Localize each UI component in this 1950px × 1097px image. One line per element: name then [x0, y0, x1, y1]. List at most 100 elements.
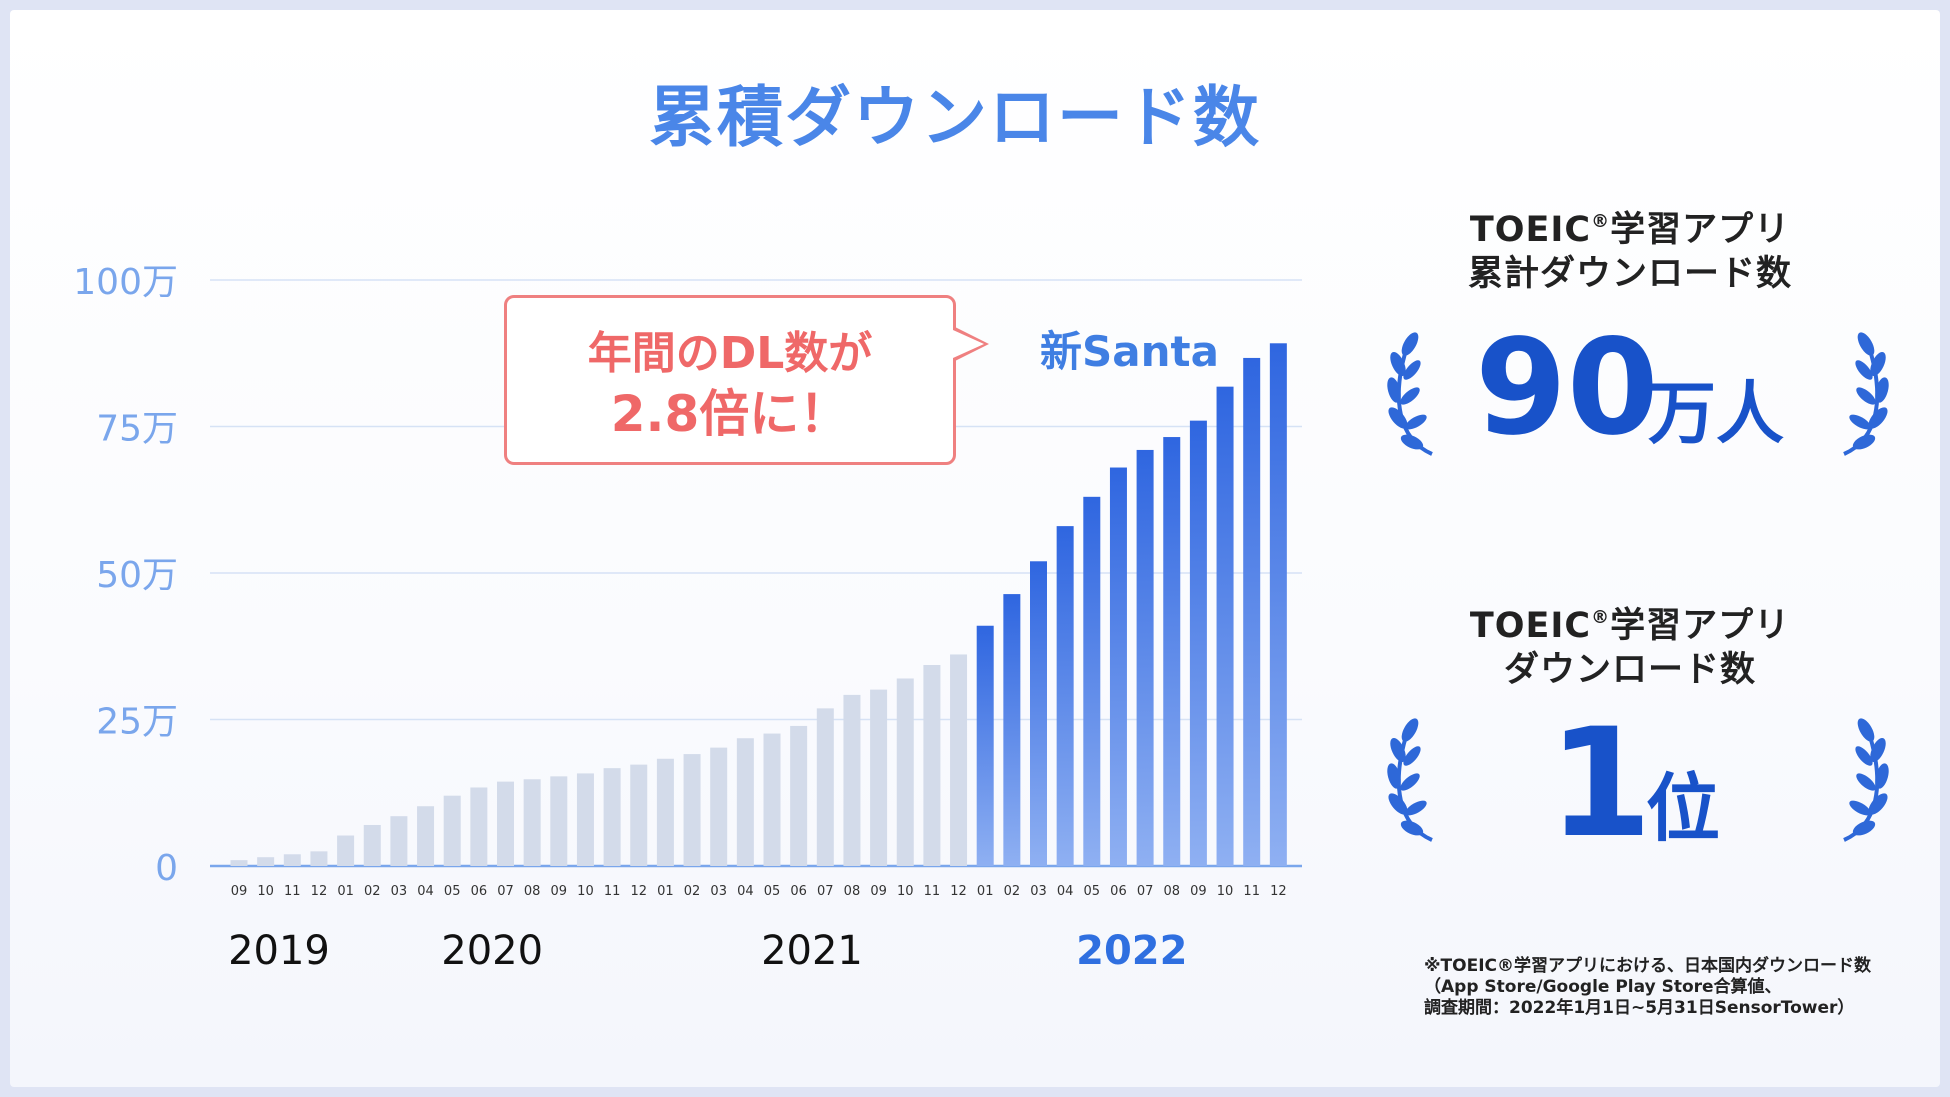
- x-tick-label: 06: [1110, 884, 1127, 899]
- stat2-reg-mark: ®: [1591, 607, 1611, 628]
- bar-new-santa: [976, 625, 994, 866]
- bar: [816, 708, 834, 866]
- x-tick-label: 03: [1030, 884, 1047, 899]
- x-tick-label: 08: [1163, 884, 1180, 899]
- stat1-app: 学習アプリ: [1610, 210, 1791, 250]
- bar: [310, 851, 328, 866]
- x-tick-label: 03: [710, 884, 727, 899]
- bar: [870, 689, 888, 866]
- x-tick-label: 07: [817, 884, 834, 899]
- x-tick-label: 04: [737, 884, 754, 899]
- bar: [603, 768, 621, 866]
- bar: [950, 654, 968, 866]
- bar: [337, 835, 355, 866]
- x-tick-label: 08: [524, 884, 541, 899]
- bar: [230, 860, 248, 866]
- footnote-line-3: 調査期間：2022年1月1日~5月31日SensorTower）: [1424, 998, 1855, 1018]
- x-tick-label: 02: [364, 884, 381, 899]
- bar: [630, 764, 648, 866]
- x-tick-label: 12: [1270, 884, 1287, 899]
- y-tick-label: 100万: [73, 262, 178, 303]
- x-tick-label: 05: [444, 884, 461, 899]
- stat1-value: 90: [1475, 311, 1659, 465]
- bar: [763, 733, 781, 866]
- x-tick-label: 11: [924, 884, 941, 899]
- bar: [497, 781, 514, 866]
- year-label: 2019: [228, 928, 330, 974]
- slide-background: [10, 10, 1940, 1087]
- footnote-line-2: （App Store/Google Play Store合算値、: [1424, 977, 1782, 997]
- stat1-brand: TOEIC: [1469, 210, 1592, 250]
- year-label: 2022: [1076, 928, 1187, 974]
- x-tick-label: 04: [417, 884, 434, 899]
- bar-new-santa: [1003, 594, 1021, 866]
- x-tick-label: 10: [897, 884, 914, 899]
- bar-new-santa: [1269, 343, 1287, 867]
- stat-heading-downloads: TOEIC®学習アプリ 累計ダウンロード数: [1420, 200, 1840, 296]
- footnote: ※TOEIC®学習アプリにおける、日本国内ダウンロード数 （App Store/…: [1424, 956, 1871, 1019]
- x-tick-label: 07: [497, 884, 514, 899]
- stat1-subtitle: 累計ダウンロード数: [1467, 254, 1792, 294]
- x-tick-label: 01: [977, 884, 994, 899]
- x-tick-label: 10: [1217, 884, 1234, 899]
- bar: [576, 773, 594, 866]
- x-tick-label: 11: [1243, 884, 1260, 899]
- x-tick-label: 11: [284, 884, 301, 899]
- bar-new-santa: [1163, 437, 1181, 866]
- x-tick-label: 12: [950, 884, 967, 899]
- bar-new-santa: [1083, 496, 1101, 866]
- bar: [390, 816, 408, 866]
- bar: [550, 776, 568, 866]
- bar: [523, 779, 541, 866]
- callout-line-1: 年間のDL数が: [587, 328, 873, 379]
- bar: [417, 806, 435, 866]
- x-tick-label: 06: [790, 884, 807, 899]
- bar-new-santa: [1216, 386, 1234, 866]
- bar: [283, 854, 301, 866]
- laurel-right-icon: [1843, 332, 1889, 456]
- bar: [257, 857, 275, 866]
- stat2-subtitle: ダウンロード数: [1503, 650, 1756, 690]
- stat-heading-rank: TOEIC®学習アプリ ダウンロード数: [1420, 596, 1840, 692]
- x-tick-label: 12: [311, 884, 328, 899]
- year-label: 2020: [441, 928, 543, 974]
- stat1-reg-mark: ®: [1591, 211, 1611, 232]
- stat2-brand: TOEIC: [1469, 606, 1592, 646]
- bar: [363, 824, 381, 866]
- x-tick-label: 02: [1004, 884, 1021, 899]
- bar-new-santa: [1030, 561, 1047, 866]
- x-tick-label: 01: [657, 884, 674, 899]
- x-tick-label: 09: [551, 884, 568, 899]
- bar-new-santa: [1189, 420, 1207, 866]
- footnote-line-1: ※TOEIC®学習アプリにおける、日本国内ダウンロード数: [1424, 956, 1871, 976]
- new-santa-label: 新Santa: [1040, 327, 1219, 376]
- callout-box: 年間のDL数が 2.8倍に！: [504, 295, 989, 465]
- bar: [470, 787, 488, 866]
- callout-line-2: 2.8倍に！: [610, 385, 850, 443]
- x-tick-label: 02: [684, 884, 701, 899]
- x-tick-label: 09: [870, 884, 887, 899]
- y-tick-label: 75万: [96, 409, 178, 450]
- bar: [656, 758, 674, 866]
- x-tick-label: 11: [604, 884, 621, 899]
- stat2-unit: 位: [1646, 766, 1720, 852]
- laurel-left-icon: [1387, 332, 1433, 456]
- x-tick-label: 03: [391, 884, 408, 899]
- bar: [843, 694, 861, 866]
- x-tick-label: 07: [1137, 884, 1154, 899]
- x-tick-label: 09: [231, 884, 248, 899]
- laurel-right-icon-2: [1843, 718, 1889, 842]
- x-tick-label: 05: [1084, 884, 1101, 899]
- stat2-app: 学習アプリ: [1610, 606, 1791, 646]
- bar: [683, 754, 701, 866]
- stat1-unit: 万人: [1648, 375, 1785, 454]
- x-tick-label: 08: [844, 884, 861, 899]
- bar: [896, 678, 914, 866]
- x-tick-label: 01: [337, 884, 354, 899]
- x-tick-label: 12: [630, 884, 647, 899]
- y-tick-label: 0: [155, 848, 178, 889]
- bar-new-santa: [1136, 449, 1154, 866]
- bar: [790, 725, 808, 866]
- x-tick-label: 06: [471, 884, 488, 899]
